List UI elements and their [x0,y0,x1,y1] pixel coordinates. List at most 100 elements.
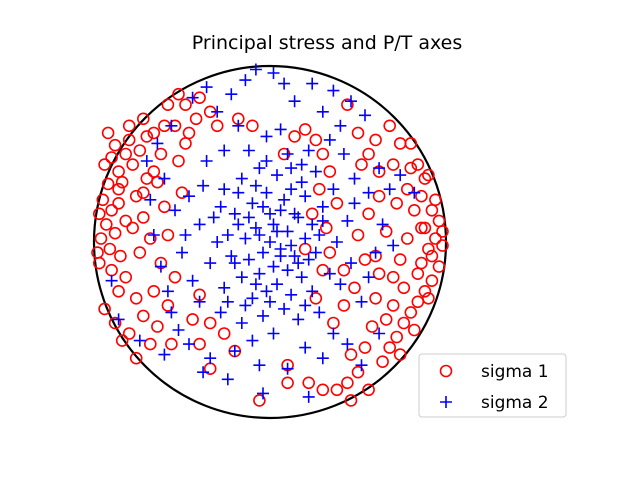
sigma1-point [418,221,432,235]
sigma2-point [355,295,368,308]
sigma1-point [390,197,404,210]
sigma2-point [218,144,231,157]
sigma1-point [172,154,185,168]
sigma1-point [108,316,122,330]
sigma2-point [249,278,262,291]
sigma2-point [235,271,248,284]
sigma1-point [144,232,157,245]
sigma1-point [404,137,418,150]
sigma2-point [112,313,125,326]
legend-box [418,353,567,418]
sigma1-point [210,119,224,133]
sigma2-point [316,214,329,227]
sigma2-point [327,327,340,340]
sigma2-point [348,172,361,185]
sigma1-point [330,197,344,210]
sigma2-point [225,88,238,101]
sigma2-point [334,119,347,132]
sigma2-point [299,341,312,354]
sigma1-point [112,197,125,210]
sigma2-point [295,271,308,284]
sigma1-point [140,130,154,143]
sigma1-point [112,165,125,178]
sigma2-point [264,236,276,248]
sigma1-point [179,137,192,150]
sigma1-point [400,182,414,196]
sigma2-point [295,176,308,189]
sigma1-point [383,341,397,354]
sigma1-point [161,228,175,242]
sigma1-point [312,182,326,196]
sigma1-point [114,249,127,263]
sigma2-point [327,183,340,196]
sigma1-point [337,263,351,277]
sigma1-point [126,221,139,235]
sigma1-point [327,316,340,330]
sigma2-point [302,390,315,403]
sigma2-point [161,285,174,298]
sigma1-point [137,112,150,126]
sigma2-point [285,288,298,301]
sigma1-point [348,281,361,295]
sigma2-point [246,334,259,347]
sigma2-point [183,338,195,351]
sigma2-point [408,186,421,199]
sigma1-point [98,302,111,316]
sigma1-point [425,274,439,288]
sigma2-point [193,218,206,231]
sigma2-point [214,200,227,213]
sigma2-point [394,169,407,182]
sigma2-point [313,306,326,319]
sigma2-point [302,253,315,266]
sigma2-point [362,271,375,284]
sigma1-point [337,299,351,312]
sigma1-point [165,337,178,351]
sigma1-point [362,147,375,161]
sigma2-point [228,345,241,358]
sigma2-point [309,165,322,178]
sigma1-point [418,172,432,185]
sigma1-point [383,119,397,133]
sigma1-point [422,168,435,182]
sigma1-point [108,226,122,240]
sigma1-point [309,291,323,305]
sigma1-point [172,87,185,101]
sigma1-point [147,284,161,298]
sigma2-point [274,204,287,217]
sigma1-point [351,228,365,242]
sigma2-point [147,229,160,241]
sigma2-point [302,144,315,157]
legend[interactable]: sigma 1 sigma 2 [418,353,567,418]
sigma2-point [218,183,231,196]
sigma2-point [348,197,361,210]
sigma1-point [298,123,312,136]
sigma1-point [96,193,110,207]
sigma2-point [355,359,368,372]
sigma2-point [249,221,262,234]
sigma2-point [288,250,301,263]
sigma2-point [221,229,234,241]
sigma2-point [299,190,312,203]
sigma1-point [112,182,125,196]
sigma2-point [221,295,234,308]
sigma2-point [271,278,283,291]
sigma2-point [341,338,354,351]
sigma1-point [129,189,143,203]
sigma2-point [330,236,343,248]
sigma1-point [193,337,206,351]
sigma1-point [432,214,446,228]
sigma2-point [257,309,269,322]
sigma1-point [344,394,358,407]
sigma2-point [179,229,192,241]
sigma2-point [387,239,400,252]
sigma1-point [168,270,182,284]
sigma2-point [246,197,259,210]
sigma1-point [432,260,446,273]
sigma2-point [239,74,252,87]
sigma2-point [345,95,357,108]
sigma2-point [278,302,291,315]
sigma1-point [175,186,189,199]
sigma1-point [341,376,354,390]
sigma2-point [232,119,245,132]
